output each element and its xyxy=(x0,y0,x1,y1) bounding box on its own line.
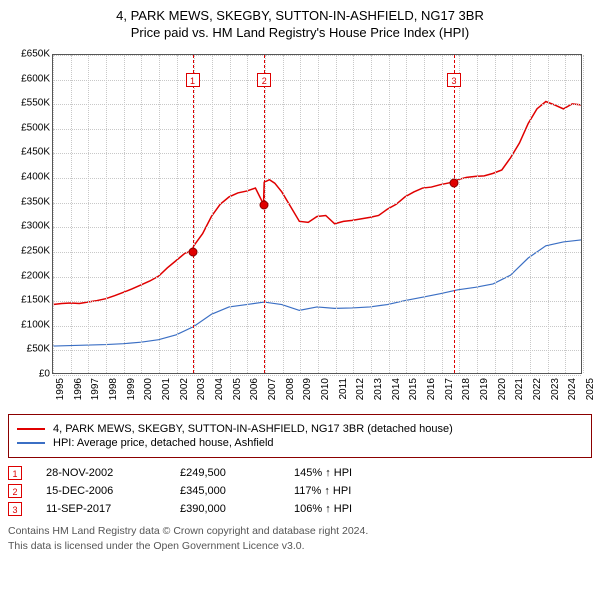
marker-line xyxy=(454,55,455,373)
y-tick-label: £450K xyxy=(10,147,50,158)
y-tick-label: £400K xyxy=(10,172,50,183)
x-tick-label: 2000 xyxy=(143,378,154,400)
tx-date: 15-DEC-2006 xyxy=(46,485,156,497)
x-tick-label: 1995 xyxy=(55,378,66,400)
transaction-table: 1 28-NOV-2002 £249,500 145% ↑ HPI 2 15-DEC-20… xyxy=(8,466,592,516)
footnote-line-1: Contains HM Land Registry data © Crown c… xyxy=(8,524,592,539)
chart-subtitle: Price paid vs. HM Land Registry's House … xyxy=(8,25,592,40)
x-tick-label: 2014 xyxy=(391,378,402,400)
series-line xyxy=(53,240,581,346)
x-tick-label: 1999 xyxy=(126,378,137,400)
tx-pct: 145% ↑ HPI xyxy=(294,467,352,479)
y-tick-label: £500K xyxy=(10,122,50,133)
y-tick-label: £650K xyxy=(10,49,50,60)
marker-badge: 2 xyxy=(257,73,271,87)
y-tick-label: £300K xyxy=(10,221,50,232)
x-tick-label: 2023 xyxy=(550,378,561,400)
x-tick-label: 1998 xyxy=(108,378,119,400)
y-tick-label: £200K xyxy=(10,270,50,281)
chart-title: 4, PARK MEWS, SKEGBY, SUTTON-IN-ASHFIELD… xyxy=(8,8,592,23)
x-tick-label: 2013 xyxy=(373,378,384,400)
legend: 4, PARK MEWS, SKEGBY, SUTTON-IN-ASHFIELD… xyxy=(8,414,592,458)
x-tick-label: 2001 xyxy=(161,378,172,400)
x-tick-label: 2012 xyxy=(355,378,366,400)
y-tick-label: £550K xyxy=(10,98,50,109)
x-tick-label: 2020 xyxy=(497,378,508,400)
legend-swatch xyxy=(17,442,45,444)
x-tick-label: 2005 xyxy=(232,378,243,400)
x-tick-label: 2010 xyxy=(320,378,331,400)
x-tick-label: 2024 xyxy=(567,378,578,400)
x-tick-label: 2021 xyxy=(514,378,525,400)
tx-date: 11-SEP-2017 xyxy=(46,503,156,515)
chart-container: 4, PARK MEWS, SKEGBY, SUTTON-IN-ASHFIELD… xyxy=(0,0,600,561)
marker-dot xyxy=(260,201,269,210)
x-tick-label: 2007 xyxy=(267,378,278,400)
x-tick-label: 2006 xyxy=(249,378,260,400)
tx-badge: 2 xyxy=(8,484,22,498)
table-row: 2 15-DEC-2006 £345,000 117% ↑ HPI xyxy=(8,484,592,498)
y-tick-label: £350K xyxy=(10,196,50,207)
tx-date: 28-NOV-2002 xyxy=(46,467,156,479)
footnote: Contains HM Land Registry data © Crown c… xyxy=(8,524,592,553)
tx-pct: 117% ↑ HPI xyxy=(294,485,351,497)
table-row: 3 11-SEP-2017 £390,000 106% ↑ HPI xyxy=(8,502,592,516)
x-tick-label: 2011 xyxy=(338,378,349,400)
x-tick-label: 2017 xyxy=(444,378,455,400)
tx-price: £390,000 xyxy=(180,503,270,515)
x-tick-label: 2004 xyxy=(214,378,225,400)
tx-badge: 3 xyxy=(8,502,22,516)
legend-swatch xyxy=(17,428,45,430)
marker-badge: 3 xyxy=(447,73,461,87)
y-tick-label: £100K xyxy=(10,319,50,330)
x-tick-label: 2016 xyxy=(426,378,437,400)
table-row: 1 28-NOV-2002 £249,500 145% ↑ HPI xyxy=(8,466,592,480)
y-tick-label: £50K xyxy=(10,344,50,355)
legend-row: HPI: Average price, detached house, Ashf… xyxy=(17,437,583,449)
y-tick-label: £600K xyxy=(10,73,50,84)
y-tick-label: £250K xyxy=(10,245,50,256)
footnote-line-2: This data is licensed under the Open Gov… xyxy=(8,539,592,554)
plot-area: 1 2 3 xyxy=(52,54,582,374)
legend-row: 4, PARK MEWS, SKEGBY, SUTTON-IN-ASHFIELD… xyxy=(17,423,583,435)
marker-line xyxy=(193,55,194,373)
x-tick-label: 2018 xyxy=(461,378,472,400)
tx-pct: 106% ↑ HPI xyxy=(294,503,352,515)
x-tick-label: 2009 xyxy=(302,378,313,400)
x-tick-label: 2008 xyxy=(285,378,296,400)
y-tick-label: £0 xyxy=(10,369,50,380)
x-tick-label: 2025 xyxy=(585,378,596,400)
marker-dot xyxy=(188,248,197,257)
x-tick-label: 1996 xyxy=(73,378,84,400)
marker-badge: 1 xyxy=(186,73,200,87)
tx-price: £345,000 xyxy=(180,485,270,497)
marker-dot xyxy=(450,179,459,188)
x-tick-label: 2003 xyxy=(196,378,207,400)
x-tick-label: 2015 xyxy=(408,378,419,400)
x-tick-label: 2019 xyxy=(479,378,490,400)
legend-label: 4, PARK MEWS, SKEGBY, SUTTON-IN-ASHFIELD… xyxy=(53,423,453,435)
y-tick-label: £150K xyxy=(10,295,50,306)
legend-label: HPI: Average price, detached house, Ashf… xyxy=(53,437,274,449)
x-tick-label: 1997 xyxy=(90,378,101,400)
x-tick-label: 2022 xyxy=(532,378,543,400)
chart-wrap: 1 2 3 £0 £50K £100K £150K £200K £250K £300K £350K… xyxy=(8,48,592,408)
tx-badge: 1 xyxy=(8,466,22,480)
tx-price: £249,500 xyxy=(180,467,270,479)
x-tick-label: 2002 xyxy=(179,378,190,400)
marker-line xyxy=(264,55,265,373)
